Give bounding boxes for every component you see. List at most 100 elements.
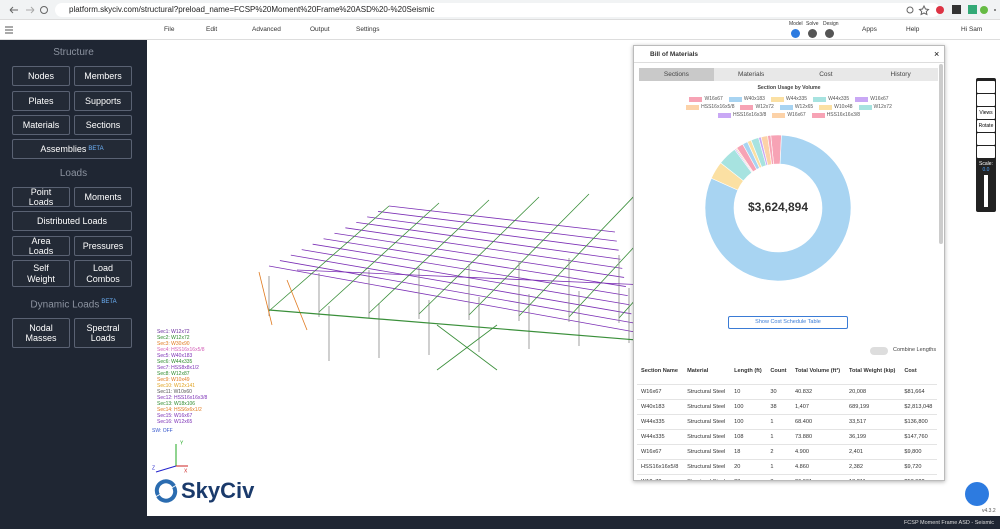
tab[interactable]: Materials xyxy=(737,71,765,78)
sidebar-button[interactable]: Spectral Loads xyxy=(74,318,132,348)
legend-entry: Sec16: W12x65 xyxy=(157,419,193,425)
legend-swatch xyxy=(740,104,754,110)
table-cell: 2 xyxy=(766,444,791,460)
tool-button[interactable] xyxy=(977,94,995,106)
close-button[interactable]: × xyxy=(934,49,940,59)
table-cell: 2,401 xyxy=(845,444,901,460)
legend-label: W40x183 xyxy=(743,96,765,102)
sidebar-button[interactable]: Load Combos xyxy=(74,260,132,287)
sidebar-button[interactable]: Members xyxy=(74,66,132,86)
tab[interactable]: Cost xyxy=(819,71,833,78)
menu-item[interactable]: Output xyxy=(310,26,330,33)
legend-item: W44x335 xyxy=(813,96,849,102)
sidebar-button[interactable]: Plates xyxy=(12,91,70,111)
tool-button[interactable] xyxy=(977,133,995,145)
logo-text: SkyCiv xyxy=(181,478,255,503)
button-label: Sections xyxy=(85,119,121,130)
table-cell: Structural Steel xyxy=(683,429,731,445)
tool-button[interactable]: Rotate xyxy=(977,120,995,132)
member xyxy=(345,227,623,269)
member xyxy=(268,265,636,333)
axis-label: X xyxy=(184,468,188,474)
center-label: $3,624,894 xyxy=(748,200,808,214)
legend-label: W12x72 xyxy=(873,104,892,110)
sidebar-button[interactable]: Moments xyxy=(74,187,132,207)
combine-toggle[interactable] xyxy=(870,347,888,355)
table-cell: 8 xyxy=(766,474,791,480)
sidebar-button[interactable]: Sections xyxy=(74,115,132,135)
menu-item[interactable]: Edit xyxy=(206,26,218,33)
button-label: Distributed Loads xyxy=(36,215,108,226)
sidebar-button[interactable]: Nodes xyxy=(12,66,70,86)
right-toolbar: Views Rotate Scale: 0.0 xyxy=(976,78,996,212)
legend-entry: Sec5: W40x183 xyxy=(157,353,193,359)
button-label: Nodes xyxy=(27,70,54,81)
tool-button[interactable] xyxy=(977,81,995,93)
donut-slice xyxy=(767,135,774,165)
self-weight: SW: OFF xyxy=(152,428,173,434)
mode-button[interactable] xyxy=(791,29,800,38)
legend-item: W12x72 xyxy=(858,104,892,110)
menu-icon[interactable] xyxy=(4,25,14,35)
sidebar-button[interactable]: Distributed Loads xyxy=(12,211,132,231)
table-cell: $136,800 xyxy=(900,414,937,430)
sidebar: Structure Nodes Members Plates Supports Mater… xyxy=(0,40,147,529)
legend-label: W16x67 xyxy=(704,96,723,102)
table-row: HSS16x16x5/8 Structural Steel 20 1 4.860 2,38… xyxy=(637,459,937,475)
sidebar-button[interactable]: Point Loads xyxy=(12,187,70,207)
heading-text: Structure xyxy=(53,47,94,58)
mode-label: Model xyxy=(789,21,803,27)
table-cell: 100 xyxy=(730,414,767,430)
mode-button[interactable] xyxy=(825,29,834,38)
beta-badge: BETA xyxy=(101,299,117,305)
scale-slider[interactable] xyxy=(984,175,988,207)
sidebar-button[interactable]: Pressures xyxy=(74,236,132,256)
legend-item: W16x67 xyxy=(689,96,723,102)
mode-label: Design xyxy=(823,21,839,27)
table-cell: 30 xyxy=(766,384,791,400)
member xyxy=(268,205,390,312)
column-header: Cost xyxy=(900,358,937,385)
table-cell: 1 xyxy=(766,414,791,430)
sidebar-button[interactable]: Area Loads xyxy=(12,236,70,256)
bom-table: Section Name Material Length (ft) Count Tota… xyxy=(637,358,937,480)
tool-button[interactable]: Views xyxy=(977,107,995,119)
button-label: Plates xyxy=(28,95,54,106)
menu-item[interactable]: Apps xyxy=(862,26,877,33)
table-row: W44x335 Structural Steel 108 1 73.880 36,199 $… xyxy=(637,429,937,445)
sidebar-button[interactable]: Materials xyxy=(12,115,70,135)
table-cell: $9,720 xyxy=(900,459,937,475)
project-title: FCSP Moment Frame ASD - Seismic xyxy=(903,520,994,526)
table-cell: 73.880 xyxy=(790,429,846,445)
legend-label: W12x65 xyxy=(794,104,814,110)
scrollbar xyxy=(939,64,943,244)
table-cell: $9,800 xyxy=(900,444,937,460)
chat-button[interactable] xyxy=(965,482,989,506)
browser-icons xyxy=(906,4,996,16)
sidebar-button[interactable]: Nodal Masses xyxy=(12,318,70,348)
tab[interactable]: Sections xyxy=(639,68,714,81)
menu-item[interactable]: Hi Sam xyxy=(961,26,983,33)
sidebar-button[interactable]: Assemblies BETA xyxy=(12,139,132,159)
sidebar-button[interactable]: Supports xyxy=(74,91,132,111)
menu-item[interactable]: Settings xyxy=(356,26,380,33)
member xyxy=(436,324,498,371)
url-bar[interactable]: platform.skyciv.com/structural?preload_n… xyxy=(55,3,940,17)
legend-entry: Sec2: W12x72 xyxy=(157,335,190,341)
member xyxy=(279,260,634,324)
menu-item[interactable]: File xyxy=(164,26,175,33)
cost-schedule-button[interactable]: Show Cost Schedule Table xyxy=(728,316,848,329)
menu-item[interactable]: Advanced xyxy=(252,26,281,33)
tool-button[interactable] xyxy=(977,146,995,158)
column-header: Count xyxy=(766,358,791,385)
axis-label: Z xyxy=(152,465,155,471)
scale-label: Scale: xyxy=(979,161,993,167)
sidebar-button[interactable]: Self Weight xyxy=(12,260,70,287)
mode-button[interactable] xyxy=(808,29,817,38)
menu-item[interactable]: Help xyxy=(906,26,920,33)
tab[interactable]: History xyxy=(890,71,911,78)
combine-label: Combine Lengths xyxy=(893,347,937,353)
button-label: Area Loads xyxy=(28,235,54,256)
table-row: W44x335 Structural Steel 100 1 68.400 33,517 $… xyxy=(637,414,937,430)
